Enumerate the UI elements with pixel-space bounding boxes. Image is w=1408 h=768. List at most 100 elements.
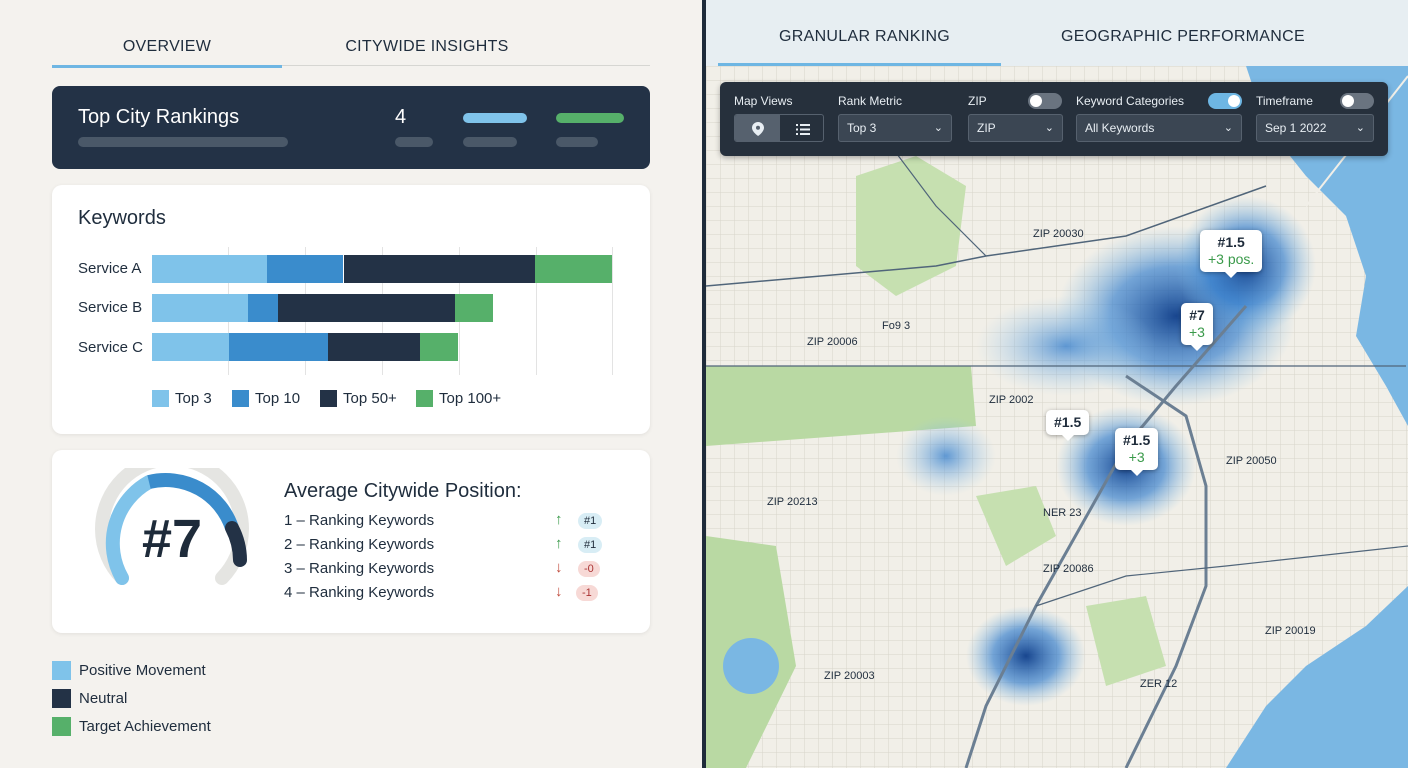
zip-label-map: NER 23 bbox=[1043, 507, 1082, 519]
chevron-down-icon: ⌄ bbox=[1044, 122, 1054, 134]
arrow-down-icon: ↓ bbox=[555, 559, 563, 576]
zip-label-map: ZIP 20019 bbox=[1265, 625, 1316, 637]
callout-delta: +3 bbox=[1128, 449, 1145, 465]
legend-label: Top 50+ bbox=[343, 390, 397, 407]
callout-delta: +3 bbox=[1189, 324, 1205, 340]
zip-label-map: ZIP 20086 bbox=[1043, 563, 1094, 575]
rank-callout[interactable]: #1.5 +3 bbox=[1115, 428, 1159, 476]
keyword-bar-segment bbox=[247, 294, 279, 322]
legend-swatch bbox=[320, 390, 337, 407]
rank-callout[interactable]: #1.5 +3 pos. bbox=[1200, 230, 1263, 278]
gridline bbox=[536, 247, 537, 375]
legend-label: Target Achievement bbox=[79, 718, 211, 735]
zip-label-map: ZIP 20030 bbox=[1033, 228, 1084, 240]
callout-rank: #1.5 bbox=[1123, 432, 1151, 448]
keyword-bar-segment bbox=[328, 333, 421, 361]
map-view-toggle bbox=[734, 114, 824, 142]
zip-label-map: ZIP 2002 bbox=[989, 394, 1034, 406]
timeframe-toggle[interactable] bbox=[1340, 93, 1374, 109]
ranking-row-1: 1 – Ranking Keywords bbox=[284, 512, 435, 529]
keyword-categories-toggle[interactable] bbox=[1208, 93, 1242, 109]
arrow-down-icon: ↓ bbox=[555, 583, 563, 600]
bar-label-service-b: Service B bbox=[78, 299, 143, 316]
tab-overview[interactable]: OVERVIEW bbox=[52, 28, 282, 68]
gauge-value: #7 bbox=[141, 509, 203, 569]
position-gauge: #7 bbox=[92, 452, 252, 608]
keyword-bar-segment bbox=[152, 255, 267, 283]
legend-swatch bbox=[52, 661, 71, 680]
keyword-categories-value: All Keywords bbox=[1085, 121, 1155, 135]
zip-label-map: ZIP 20050 bbox=[1226, 455, 1277, 467]
rank-callout[interactable]: #7 +3 bbox=[1181, 303, 1213, 351]
map-filter-bar: Map Views Rank Metric Top 3 ⌄ ZIP ZIP ⌄ Ke… bbox=[720, 82, 1388, 156]
zip-label-map: Fo9 3 bbox=[882, 320, 911, 332]
overview-panel: OVERVIEW CITYWIDE INSIGHTS Top City Rank… bbox=[0, 0, 702, 768]
arrow-up-icon: ↑ bbox=[555, 511, 563, 528]
legend-top10: Top 10 bbox=[232, 390, 300, 407]
legend-swatch bbox=[52, 689, 71, 708]
bar-label-service-a: Service A bbox=[78, 260, 142, 277]
rank-metric-select[interactable]: Top 3 ⌄ bbox=[838, 114, 952, 142]
keyword-bar-segment bbox=[420, 333, 459, 361]
legend-swatch bbox=[152, 390, 169, 407]
legend-label: Top 100+ bbox=[439, 390, 502, 407]
keyword-bar-segment bbox=[278, 294, 455, 322]
list-view-button[interactable] bbox=[780, 115, 823, 141]
rank-callout[interactable]: #1.5 bbox=[1046, 410, 1090, 441]
legend-swatch bbox=[52, 717, 71, 736]
rank-badge: #1 bbox=[578, 513, 603, 529]
progress-bar-blue bbox=[463, 113, 527, 123]
keywords-title: Keywords bbox=[78, 207, 166, 229]
bar-label-service-c: Service C bbox=[78, 339, 144, 356]
tab-citywide-insights[interactable]: CITYWIDE INSIGHTS bbox=[345, 38, 509, 55]
map-views-label: Map Views bbox=[734, 94, 793, 108]
tab-geographic-performance[interactable]: GEOGRAPHIC PERFORMANCE bbox=[1061, 28, 1305, 45]
ranking-row-3: 3 – Ranking Keywords bbox=[284, 560, 435, 577]
legend-neutral: Neutral bbox=[52, 689, 127, 708]
legend-label: Positive Movement bbox=[79, 662, 206, 679]
gridline bbox=[612, 247, 613, 375]
tab-granular-ranking[interactable]: GRANULAR RANKING bbox=[779, 28, 951, 45]
zip-select[interactable]: ZIP ⌄ bbox=[968, 114, 1063, 142]
position-card: #7 Average Citywide Position: 1 – Rankin… bbox=[52, 450, 650, 633]
keyword-bar-segment bbox=[343, 255, 535, 283]
geographic-tabs: GRANULAR RANKING GEOGRAPHIC PERFORMANCE bbox=[706, 0, 1408, 66]
legend-label: Top 10 bbox=[255, 390, 301, 407]
chevron-down-icon: ⌄ bbox=[933, 122, 943, 134]
keyword-categories-label: Keyword Categories bbox=[1076, 94, 1185, 108]
keyword-bar-segment bbox=[454, 294, 493, 322]
toggle-knob bbox=[1030, 95, 1042, 107]
keyword-bar-segment bbox=[228, 333, 329, 361]
blue-placeholder-bar bbox=[463, 137, 517, 147]
legend-target-achievement: Target Achievement bbox=[52, 717, 211, 736]
ranking-row-2: 2 – Ranking Keywords bbox=[284, 536, 435, 553]
map-pin-view-button[interactable] bbox=[735, 115, 780, 141]
callout-rank: #7 bbox=[1189, 307, 1205, 323]
keyword-categories-select[interactable]: All Keywords ⌄ bbox=[1076, 114, 1242, 142]
keyword-bar-segment bbox=[152, 294, 248, 322]
rankings-count: 4 bbox=[395, 106, 407, 128]
legend-label: Top 3 bbox=[175, 390, 212, 407]
timeframe-select[interactable]: Sep 1 2022 ⌄ bbox=[1256, 114, 1374, 142]
keywords-card: Keywords Service A Service B Service C T… bbox=[52, 185, 650, 434]
zip-label-map: ZIP 20213 bbox=[767, 496, 818, 508]
chevron-down-icon: ⌄ bbox=[1223, 122, 1233, 134]
legend-swatch bbox=[232, 390, 249, 407]
average-position-title: Average Citywide Position: bbox=[284, 480, 522, 502]
overview-tabs: OVERVIEW CITYWIDE INSIGHTS bbox=[52, 28, 650, 68]
title-placeholder-bar bbox=[78, 137, 288, 147]
rank-metric-label: Rank Metric bbox=[838, 94, 903, 108]
legend-swatch bbox=[416, 390, 433, 407]
top-city-rankings-card: Top City Rankings 4 bbox=[52, 86, 650, 169]
ranking-row-4: 4 – Ranking Keywords bbox=[284, 584, 435, 601]
keyword-bar-segment bbox=[535, 255, 612, 283]
keyword-bar-segment bbox=[266, 255, 344, 283]
callout-rank: #1.5 bbox=[1054, 414, 1082, 430]
zip-label-map: ZIP 20006 bbox=[807, 336, 858, 348]
rank-badge: -0 bbox=[578, 561, 600, 577]
zip-toggle[interactable] bbox=[1028, 93, 1062, 109]
rank-badge: #1 bbox=[578, 537, 603, 553]
toggle-knob bbox=[1228, 95, 1240, 107]
legend-top50: Top 50+ bbox=[320, 390, 397, 407]
callout-rank: #1.5 bbox=[1217, 234, 1245, 250]
